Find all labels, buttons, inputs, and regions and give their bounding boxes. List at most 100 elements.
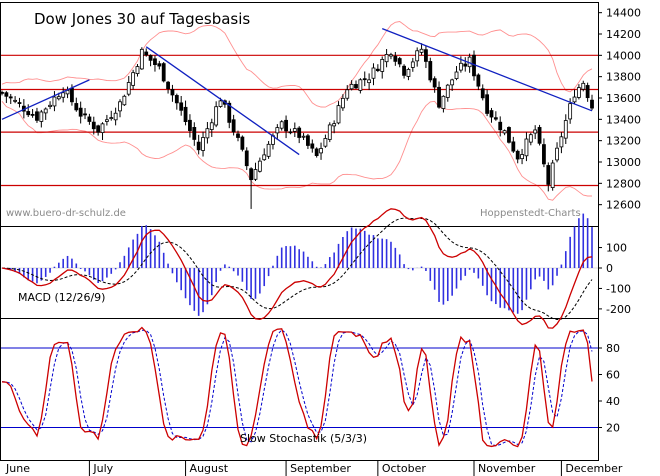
candle-body — [100, 123, 105, 134]
candle — [166, 80, 170, 94]
candle — [345, 85, 350, 101]
price-tick-label: 13400 — [606, 113, 641, 126]
candle — [13, 96, 18, 104]
candle — [8, 93, 13, 105]
candle-body — [126, 82, 131, 95]
candle — [367, 73, 372, 91]
candle-body — [43, 108, 48, 114]
candle-body — [266, 143, 271, 157]
candle — [231, 114, 236, 136]
candle-body — [572, 96, 577, 103]
candle-body — [227, 102, 232, 123]
candle-body — [96, 125, 101, 133]
macd-tick-label: 100 — [606, 242, 627, 255]
candle — [196, 134, 201, 155]
candle — [581, 80, 586, 92]
candle — [214, 101, 219, 128]
candle — [485, 89, 490, 117]
candle — [118, 99, 122, 118]
macd-tick-label: -200 — [606, 303, 631, 316]
candle — [91, 116, 96, 135]
chart-title: Dow Jones 30 auf Tagesbasis — [34, 10, 250, 28]
stochastic-tick-label: 60 — [606, 369, 620, 382]
candle-body — [301, 135, 306, 138]
candle-body — [393, 55, 398, 62]
candle-body — [109, 117, 114, 119]
candle-body — [550, 162, 555, 188]
candle-body — [275, 127, 280, 134]
stochastic-panel — [1, 326, 598, 448]
candle-body — [262, 154, 267, 161]
candle — [170, 84, 175, 102]
candle — [301, 133, 306, 140]
candle — [244, 147, 249, 171]
macd-label: MACD (12/26/9) — [18, 291, 105, 304]
month-label: November — [478, 462, 536, 475]
candle — [424, 45, 428, 69]
candle-body — [249, 168, 254, 181]
candle — [0, 90, 4, 96]
candle-body — [542, 144, 546, 165]
candle-body — [0, 91, 4, 94]
price-tick-label: 13600 — [606, 92, 641, 105]
candle — [572, 89, 577, 104]
candle-body — [17, 102, 22, 104]
candle-body — [157, 63, 162, 67]
candle-body — [26, 111, 31, 116]
candle — [39, 109, 44, 128]
candle — [279, 120, 284, 131]
candle-body — [174, 95, 179, 104]
trend-line — [145, 46, 300, 156]
candle-body — [56, 96, 61, 100]
candle-body — [362, 78, 367, 81]
candle-body — [310, 143, 315, 149]
candle — [144, 48, 149, 57]
candle-body — [131, 72, 136, 86]
candle — [563, 114, 568, 144]
candle-body — [183, 106, 188, 122]
candle-body — [13, 99, 18, 102]
candle-body — [458, 62, 463, 71]
candle-body — [153, 58, 157, 65]
candle — [240, 135, 245, 152]
candle-body — [148, 55, 153, 61]
candle-body — [389, 54, 393, 57]
candle-body — [563, 120, 568, 139]
candle — [502, 129, 507, 136]
candle — [314, 147, 319, 158]
candle-body — [323, 138, 328, 147]
candle-body — [428, 61, 433, 81]
candle-body — [122, 95, 127, 106]
candle-body — [397, 58, 402, 65]
candle-body — [257, 160, 262, 172]
candle — [546, 162, 551, 192]
candle — [410, 57, 415, 72]
candle-body — [533, 129, 538, 134]
candle — [257, 157, 262, 173]
candle — [515, 149, 520, 164]
candle-body — [419, 48, 424, 53]
price-panel — [0, 21, 598, 209]
price-tick-label: 13000 — [606, 156, 641, 169]
candle-body — [537, 127, 542, 144]
candle — [358, 78, 363, 94]
candle-body — [410, 61, 415, 68]
candle — [489, 107, 494, 123]
candle — [362, 71, 367, 87]
candle-body — [406, 69, 411, 77]
candle — [533, 125, 538, 140]
candle — [253, 162, 258, 182]
candle-body — [384, 54, 389, 63]
price-tick-label: 13200 — [606, 135, 641, 148]
candle-body — [65, 90, 70, 95]
candle-body — [196, 141, 201, 151]
candle-body — [244, 150, 249, 167]
candle — [437, 81, 441, 109]
month-label: October — [382, 462, 426, 475]
candle — [507, 126, 511, 144]
candle-body — [135, 66, 140, 74]
candle — [327, 122, 332, 143]
candle — [511, 136, 516, 153]
price-tick-label: 14400 — [606, 7, 641, 20]
candle — [183, 100, 188, 126]
